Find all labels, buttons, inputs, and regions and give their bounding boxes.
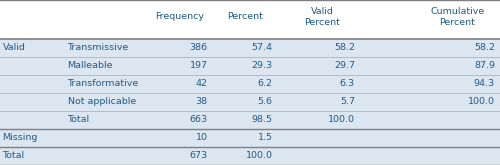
Text: Valid
Percent: Valid Percent — [304, 7, 340, 27]
Text: 29.3: 29.3 — [252, 61, 272, 70]
Text: 197: 197 — [190, 61, 208, 70]
Bar — [0, 129, 500, 147]
Text: Missing: Missing — [2, 133, 38, 142]
Text: 6.2: 6.2 — [258, 79, 272, 88]
Text: 10: 10 — [196, 133, 207, 142]
Text: Malleable: Malleable — [68, 61, 113, 70]
Text: 38: 38 — [196, 97, 207, 106]
Text: 100.0: 100.0 — [468, 97, 495, 106]
Text: 673: 673 — [190, 151, 208, 161]
Bar — [0, 147, 500, 165]
Text: 6.3: 6.3 — [340, 79, 355, 88]
Text: 29.7: 29.7 — [334, 61, 355, 70]
Text: 386: 386 — [190, 43, 208, 52]
Text: Total: Total — [2, 151, 25, 161]
Bar — [0, 0, 500, 39]
Text: Not applicable: Not applicable — [68, 97, 136, 106]
Bar — [0, 57, 500, 75]
Text: 58.2: 58.2 — [474, 43, 495, 52]
Bar — [0, 93, 500, 111]
Text: 42: 42 — [196, 79, 207, 88]
Bar — [0, 39, 500, 57]
Text: Cumulative
Percent: Cumulative Percent — [430, 7, 484, 27]
Text: 94.3: 94.3 — [474, 79, 495, 88]
Text: 100.0: 100.0 — [328, 115, 355, 124]
Text: 87.9: 87.9 — [474, 61, 495, 70]
Text: Frequency: Frequency — [156, 12, 204, 21]
Text: Valid: Valid — [2, 43, 26, 52]
Text: 98.5: 98.5 — [252, 115, 272, 124]
Text: 57.4: 57.4 — [252, 43, 272, 52]
Text: 100.0: 100.0 — [246, 151, 272, 161]
Bar — [0, 75, 500, 93]
Text: Total: Total — [68, 115, 90, 124]
Text: 5.7: 5.7 — [340, 97, 355, 106]
Text: 58.2: 58.2 — [334, 43, 355, 52]
Text: Percent: Percent — [227, 12, 263, 21]
Text: Transformative: Transformative — [68, 79, 139, 88]
Bar — [0, 111, 500, 129]
Text: 5.6: 5.6 — [258, 97, 272, 106]
Text: 1.5: 1.5 — [258, 133, 272, 142]
Text: 663: 663 — [190, 115, 208, 124]
Text: Transmissive: Transmissive — [68, 43, 129, 52]
